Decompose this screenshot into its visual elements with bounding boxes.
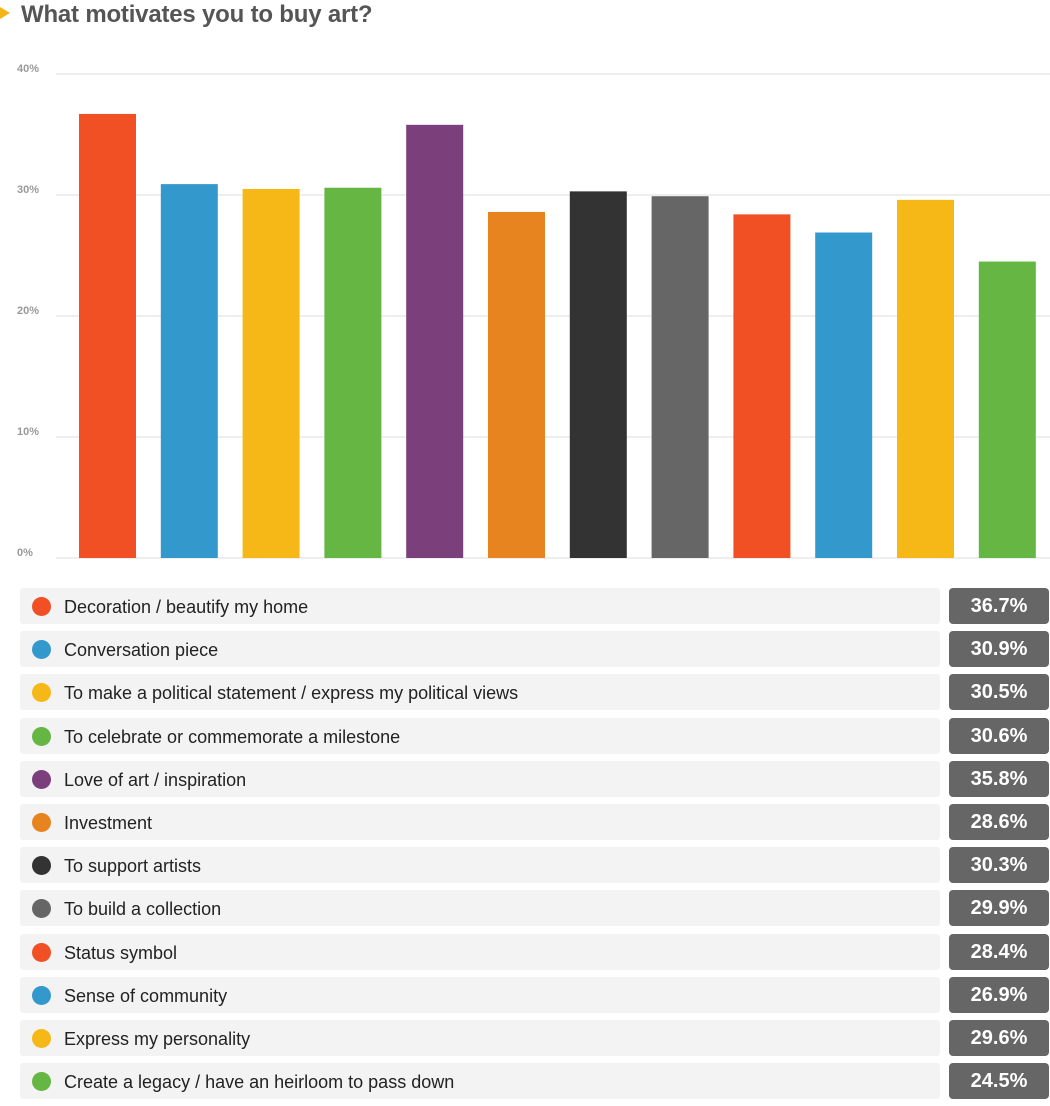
legend-value-badge: 30.5% <box>949 674 1049 711</box>
legend-label: To celebrate or commemorate a milestone <box>64 726 401 747</box>
legend-color-dot-icon <box>32 1028 51 1048</box>
legend-label: Investment <box>64 812 153 833</box>
legend-value-badge: 26.9% <box>949 976 1049 1013</box>
y-tick-label: 30% <box>17 184 39 196</box>
y-tick-label: 10% <box>17 426 39 438</box>
legend-row: To make a political statement / express … <box>20 674 1050 711</box>
legend-label: Create a legacy / have an heirloom to pa… <box>64 1072 455 1093</box>
legend-row-background <box>20 1063 940 1100</box>
legend-value-badge: 36.7% <box>949 588 1049 624</box>
legend-value-badge: 28.4% <box>949 933 1049 970</box>
legend-value-badge: 29.9% <box>949 890 1049 927</box>
bar <box>160 184 218 559</box>
legend-color-dot-icon <box>32 640 51 660</box>
legend-row-background <box>20 588 940 624</box>
legend-value-badge: 30.3% <box>949 847 1049 884</box>
legend-label: Status symbol <box>64 942 178 963</box>
legend-value-badge: 30.9% <box>949 631 1049 668</box>
y-tick-label: 40% <box>17 63 39 75</box>
legend-row: Create a legacy / have an heirloom to pa… <box>20 1063 1050 1100</box>
y-tick-label: 0% <box>17 547 33 559</box>
bar <box>406 124 464 558</box>
legend-value-badge: 35.8% <box>949 760 1049 797</box>
legend-color-dot-icon <box>32 899 51 919</box>
legend-row-background <box>20 933 940 970</box>
legend-color-dot-icon <box>32 985 51 1005</box>
bar <box>79 113 136 559</box>
legend-row: Status symbol 28.4% <box>20 933 1050 970</box>
legend-row-background <box>20 847 940 884</box>
legend-label: To build a collection <box>64 899 222 920</box>
bar <box>569 191 627 558</box>
legend-row: Conversation piece 30.9% <box>20 631 1050 668</box>
legend-row-background <box>20 1019 940 1056</box>
legend-row: To support artists 30.3% <box>20 847 1050 884</box>
bar <box>897 199 954 558</box>
legend-color-dot-icon <box>32 597 51 616</box>
legend-row-background <box>20 976 940 1013</box>
legend-color-dot-icon <box>32 726 51 746</box>
legend-color-dot-icon <box>32 1072 51 1092</box>
legend-row: Decoration / beautify my home 36.7% <box>20 588 1050 624</box>
legend-color-dot-icon <box>32 769 51 789</box>
bar <box>733 214 791 559</box>
chart-header: What motivates you to buy art? <box>0 0 1050 34</box>
legend-row-background <box>20 631 940 668</box>
legend-row-background <box>20 890 940 927</box>
legend-row: Express my personality 29.6% <box>20 1019 1050 1056</box>
legend-row: To build a collection 29.9% <box>20 890 1050 927</box>
legend-row-background <box>20 717 940 754</box>
bar <box>651 196 709 558</box>
chart-title: What motivates you to buy art? <box>21 1 373 28</box>
bar <box>978 261 1036 558</box>
legend-color-dot-icon <box>32 942 51 962</box>
legend-label: To make a political statement / express … <box>64 683 519 704</box>
legend-row: Sense of community 26.9% <box>20 976 1050 1013</box>
y-tick-label: 20% <box>17 305 39 317</box>
bar <box>488 211 545 558</box>
legend-row-background <box>20 760 940 797</box>
legend-value-badge: 30.6% <box>949 717 1049 754</box>
legend-row: Investment 28.6% <box>20 803 1050 840</box>
legend-value-badge: 24.5% <box>949 1063 1049 1100</box>
bar-chart: 0% 10% 20% 30% 40% <box>17 63 1050 559</box>
legend-row-background <box>20 674 940 711</box>
legend-row: To celebrate or commemorate a milestone 3… <box>20 717 1050 754</box>
legend-color-dot-icon <box>32 856 51 876</box>
bar <box>324 187 382 558</box>
legend-label: Decoration / beautify my home <box>64 597 309 617</box>
legend-color-dot-icon <box>32 812 51 832</box>
legend-color-dot-icon <box>32 683 51 703</box>
legend-label: Love of art / inspiration <box>64 769 247 790</box>
bar <box>242 188 300 558</box>
legend-label: To support artists <box>64 856 202 877</box>
legend-label: Sense of community <box>64 985 228 1006</box>
legend-value-badge: 29.6% <box>949 1019 1049 1056</box>
legend-row-background <box>20 803 940 840</box>
legend-row: Love of art / inspiration 35.8% <box>20 760 1050 797</box>
chart-legend: Decoration / beautify my home 36.7% Conver… <box>20 588 1050 1106</box>
legend-label: Conversation piece <box>64 640 219 661</box>
legend-value-badge: 28.6% <box>949 803 1049 840</box>
bar <box>815 232 873 558</box>
legend-label: Express my personality <box>64 1028 251 1049</box>
play-arrow-icon <box>0 7 10 19</box>
